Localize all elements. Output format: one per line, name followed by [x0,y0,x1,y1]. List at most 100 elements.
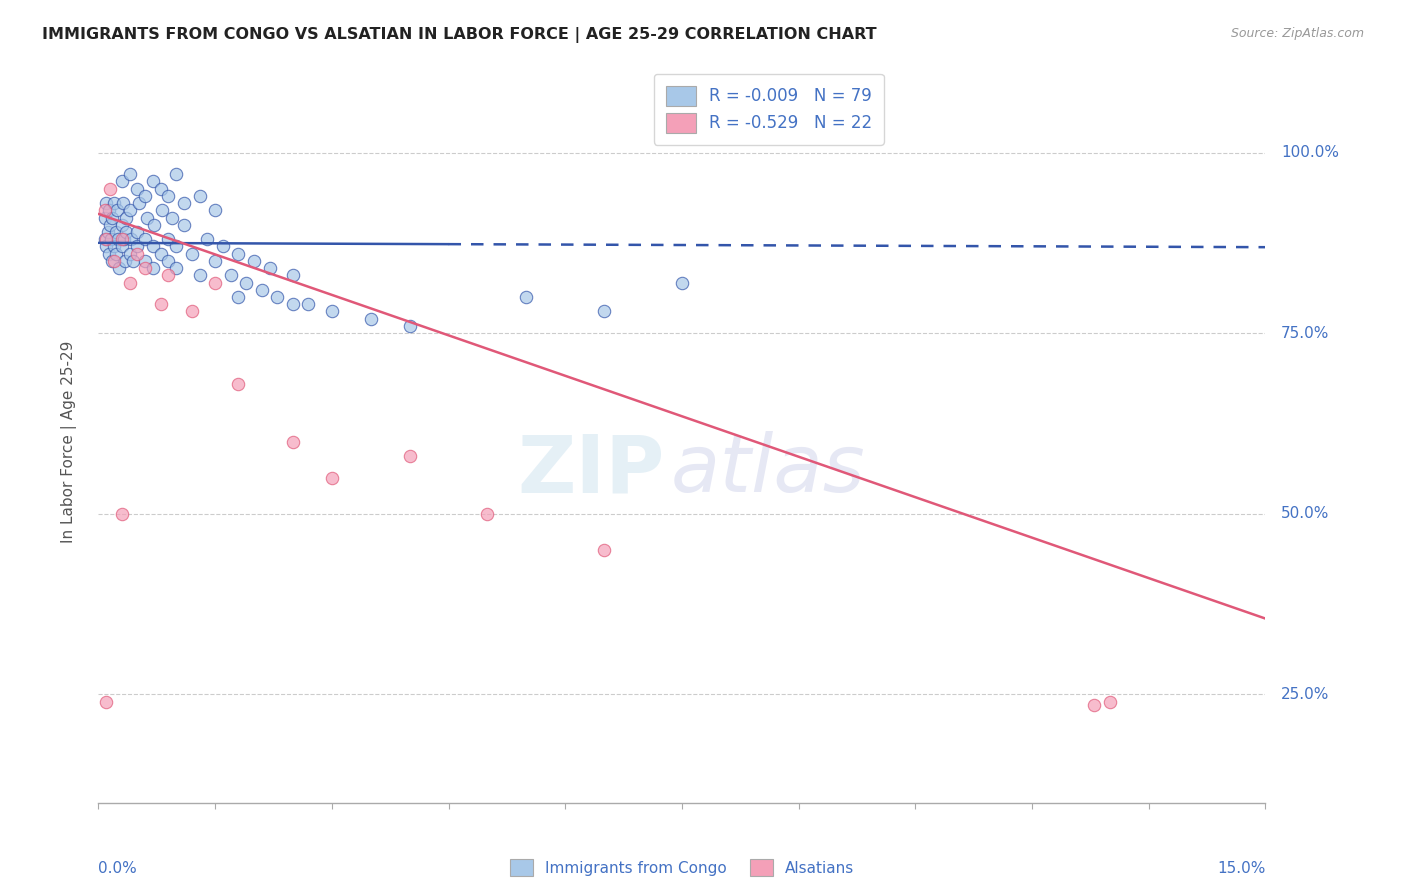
Point [128,196,150,211]
Point [98,246,121,260]
Point [104,225,127,239]
Point [134,189,156,203]
Point [103,253,125,268]
Point [204,253,226,268]
Point [127,225,149,239]
Point [593,304,616,318]
Point [112,232,135,246]
Point [165,167,187,181]
Text: Source: ZipAtlas.com: Source: ZipAtlas.com [1230,27,1364,40]
Point [97,203,120,218]
Point [115,225,138,239]
Point [162,211,184,225]
Point [107,261,129,276]
Point [142,239,165,253]
Point [281,297,304,311]
Point [127,246,149,260]
Point [101,211,124,225]
Point [515,290,537,304]
Point [118,246,141,260]
Point [114,253,136,268]
Point [111,218,134,232]
Point [142,174,165,188]
Point [103,196,125,211]
Point [321,470,343,484]
Point [204,203,226,218]
Point [360,311,382,326]
Text: 50.0%: 50.0% [1281,507,1329,521]
Point [142,261,165,276]
Point [173,196,195,211]
Text: 100.0%: 100.0% [1281,145,1339,160]
Text: atlas: atlas [671,432,865,509]
Point [120,232,142,246]
Point [180,246,202,260]
Text: 75.0%: 75.0% [1281,326,1329,341]
Text: 25.0%: 25.0% [1281,687,1329,702]
Point [398,449,420,463]
Point [100,253,122,268]
Point [96,232,118,246]
Point [228,376,250,391]
Point [250,283,273,297]
Point [157,268,180,283]
Point [98,182,121,196]
Point [135,211,157,225]
Point [121,253,143,268]
Point [157,253,180,268]
Point [593,542,616,557]
Point [150,203,173,218]
Point [188,189,211,203]
Point [259,261,281,276]
Text: IMMIGRANTS FROM CONGO VS ALSATIAN IN LABOR FORCE | AGE 25-29 CORRELATION CHART: IMMIGRANTS FROM CONGO VS ALSATIAN IN LAB… [42,27,877,43]
Point [98,218,121,232]
Point [219,268,242,283]
Legend: Immigrants from Congo, Alsatians: Immigrants from Congo, Alsatians [503,853,860,882]
Point [165,239,187,253]
Point [281,434,304,449]
Point [243,253,266,268]
Point [94,211,117,225]
Point [93,232,115,246]
Point [96,196,118,211]
Point [97,225,120,239]
Point [118,167,141,181]
Point [1098,695,1121,709]
Point [112,196,135,211]
Point [114,211,136,225]
Point [188,268,211,283]
Point [477,507,499,521]
Point [149,182,172,196]
Point [118,276,141,290]
Point [111,507,134,521]
Point [127,239,149,253]
Text: 15.0%: 15.0% [1218,861,1265,876]
Point [398,318,420,333]
Point [107,232,129,246]
Point [111,239,134,253]
Point [118,203,141,218]
Point [297,297,319,311]
Point [195,232,218,246]
Point [143,218,166,232]
Point [165,261,187,276]
Point [266,290,288,304]
Point [212,239,235,253]
Point [111,174,134,188]
Point [671,276,693,290]
Point [127,182,149,196]
Point [134,261,156,276]
Point [149,297,172,311]
Point [157,189,180,203]
Point [134,253,156,268]
Point [100,232,122,246]
Point [103,239,125,253]
Point [149,246,172,260]
Point [105,246,128,260]
Text: 0.0%: 0.0% [98,861,138,876]
Point [228,246,250,260]
Point [173,218,195,232]
Point [105,203,128,218]
Point [93,203,115,218]
Point [281,268,304,283]
